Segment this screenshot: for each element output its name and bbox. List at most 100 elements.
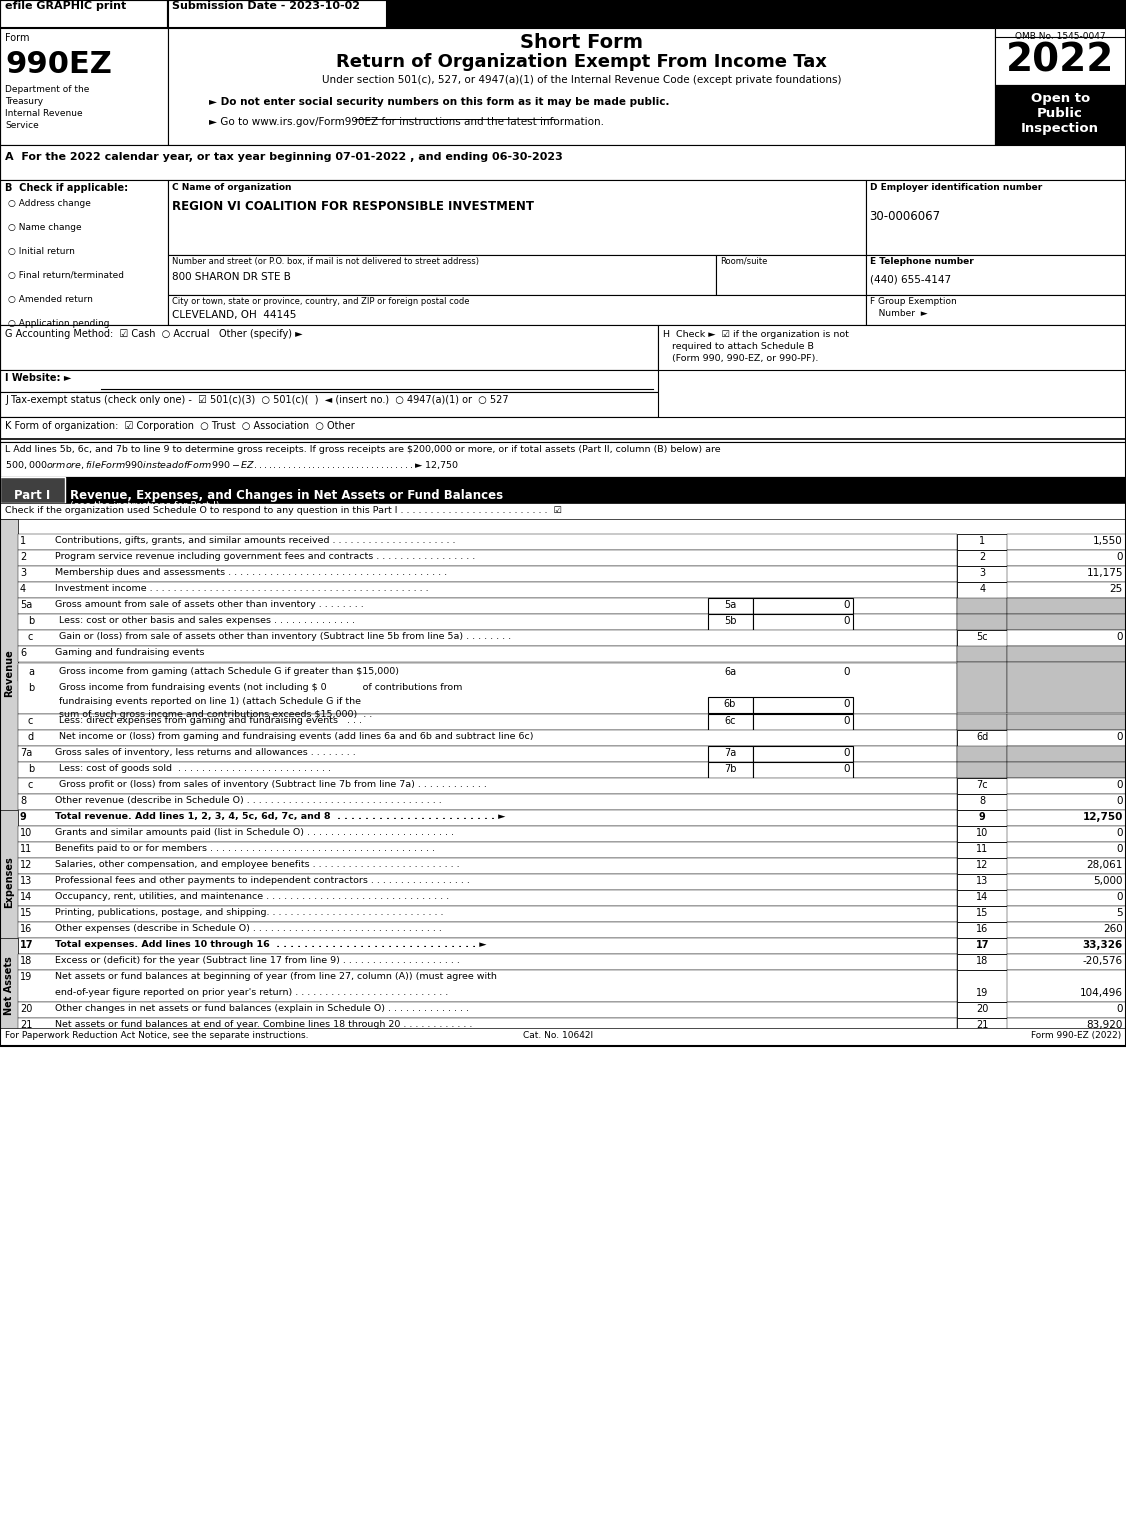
- Bar: [1007, 859, 1126, 874]
- Text: 0: 0: [843, 747, 850, 758]
- Bar: [18, 730, 957, 746]
- Text: Net assets or fund balances at beginning of year (from line 27, column (A)) (mus: Net assets or fund balances at beginning…: [55, 971, 497, 981]
- Text: ○ Initial return: ○ Initial return: [8, 247, 75, 256]
- Text: 5,000: 5,000: [1094, 875, 1123, 886]
- Bar: [753, 665, 852, 682]
- Bar: [1007, 730, 1126, 746]
- Text: 18: 18: [977, 956, 989, 965]
- Bar: [18, 906, 957, 923]
- Bar: [957, 859, 1007, 874]
- Text: 0: 0: [843, 717, 850, 726]
- Bar: [957, 615, 1007, 630]
- Bar: [1007, 1002, 1126, 1019]
- Bar: [753, 697, 852, 714]
- Text: 16: 16: [20, 924, 33, 933]
- Bar: [18, 923, 957, 938]
- Text: 6d: 6d: [977, 732, 989, 743]
- Text: 17: 17: [20, 939, 34, 950]
- Bar: [18, 874, 957, 891]
- Bar: [1007, 827, 1126, 842]
- Text: (Form 990, 990-EZ, or 990-PF).: (Form 990, 990-EZ, or 990-PF).: [663, 354, 819, 363]
- Bar: [0, 477, 64, 503]
- Bar: [957, 778, 1007, 795]
- Text: ○ Address change: ○ Address change: [8, 198, 90, 207]
- Text: REGION VI COALITION FOR RESPONSIBLE INVESTMENT: REGION VI COALITION FOR RESPONSIBLE INVE…: [172, 200, 534, 214]
- Text: 0: 0: [843, 616, 850, 625]
- Text: c: c: [28, 779, 33, 790]
- Bar: [957, 534, 1007, 551]
- Text: 25: 25: [1110, 584, 1123, 595]
- Bar: [1007, 970, 1126, 1002]
- Text: 30-0006067: 30-0006067: [869, 210, 940, 223]
- Text: Part I: Part I: [14, 490, 50, 502]
- Text: efile GRAPHIC print: efile GRAPHIC print: [5, 2, 126, 11]
- Text: Gain or (loss) from sale of assets other than inventory (Subtract line 5b from l: Gain or (loss) from sale of assets other…: [59, 631, 511, 640]
- Bar: [1007, 938, 1126, 955]
- Text: 28,061: 28,061: [1086, 860, 1123, 869]
- Text: Form: Form: [5, 34, 29, 43]
- Bar: [18, 955, 957, 970]
- Text: end-of-year figure reported on prior year's return) . . . . . . . . . . . . . . : end-of-year figure reported on prior yea…: [55, 988, 448, 997]
- Text: required to attach Schedule B: required to attach Schedule B: [663, 342, 814, 351]
- Text: Submission Date - 2023-10-02: Submission Date - 2023-10-02: [172, 2, 359, 11]
- Text: 9: 9: [979, 811, 986, 822]
- Bar: [0, 477, 1126, 503]
- Bar: [18, 1002, 957, 1019]
- Text: Gross income from fundraising events (not including $ 0            of contributi: Gross income from fundraising events (no…: [59, 683, 462, 692]
- Bar: [957, 891, 1007, 906]
- Bar: [957, 906, 1007, 923]
- Bar: [18, 746, 957, 762]
- Text: 0: 0: [843, 698, 850, 709]
- Bar: [0, 180, 167, 325]
- Text: 10: 10: [20, 828, 33, 839]
- Text: H  Check ►  ☑ if the organization is not: H Check ► ☑ if the organization is not: [663, 329, 849, 339]
- Bar: [866, 180, 1126, 255]
- Bar: [1007, 778, 1126, 795]
- Bar: [0, 938, 18, 1034]
- Text: 19: 19: [20, 971, 33, 982]
- Text: For Paperwork Reduction Act Notice, see the separate instructions.: For Paperwork Reduction Act Notice, see …: [5, 1031, 308, 1040]
- Bar: [0, 325, 658, 371]
- Bar: [18, 938, 957, 955]
- Text: 11,175: 11,175: [1086, 567, 1123, 578]
- Bar: [18, 859, 957, 874]
- Text: b: b: [28, 683, 34, 692]
- Text: Net income or (loss) from gaming and fundraising events (add lines 6a and 6b and: Net income or (loss) from gaming and fun…: [59, 732, 533, 741]
- Text: 15: 15: [977, 907, 989, 918]
- Text: 21: 21: [977, 1020, 989, 1029]
- Text: 0: 0: [843, 599, 850, 610]
- Text: Net Assets: Net Assets: [5, 956, 14, 1016]
- Text: Internal Revenue: Internal Revenue: [5, 108, 82, 117]
- Text: 0: 0: [843, 764, 850, 775]
- Bar: [0, 1028, 1126, 1046]
- Bar: [1007, 598, 1126, 615]
- Text: fundraising events reported on line 1) (attach Schedule G if the: fundraising events reported on line 1) (…: [59, 697, 361, 706]
- Bar: [18, 647, 957, 662]
- Text: 260: 260: [1103, 924, 1123, 933]
- Bar: [1007, 923, 1126, 938]
- Text: d: d: [28, 732, 34, 743]
- Bar: [708, 746, 753, 762]
- Bar: [0, 145, 1126, 180]
- Text: 0: 0: [1117, 552, 1123, 563]
- Bar: [0, 503, 1126, 518]
- Text: 0: 0: [1117, 796, 1123, 807]
- Text: Total revenue. Add lines 1, 2, 3, 4, 5c, 6d, 7c, and 8  . . . . . . . . . . . . : Total revenue. Add lines 1, 2, 3, 4, 5c,…: [55, 811, 505, 820]
- Bar: [1007, 714, 1126, 730]
- Text: 4: 4: [20, 584, 26, 595]
- Text: B  Check if applicable:: B Check if applicable:: [5, 183, 128, 194]
- Bar: [957, 938, 1007, 955]
- Bar: [957, 551, 1007, 566]
- Text: 6b: 6b: [724, 698, 736, 709]
- Text: (440) 655-4147: (440) 655-4147: [869, 274, 951, 285]
- Bar: [0, 392, 658, 416]
- Text: Revenue: Revenue: [5, 650, 14, 697]
- Text: Gross amount from sale of assets other than inventory . . . . . . . .: Gross amount from sale of assets other t…: [55, 599, 364, 608]
- Text: 0: 0: [1117, 732, 1123, 743]
- Text: J Tax-exempt status (check only one) -  ☑ 501(c)(3)  ○ 501(c)(  )  ◄ (insert no.: J Tax-exempt status (check only one) - ☑…: [5, 395, 508, 406]
- Text: Net assets or fund balances at end of year. Combine lines 18 through 20 . . . . : Net assets or fund balances at end of ye…: [55, 1020, 472, 1029]
- Text: 1,550: 1,550: [1093, 535, 1123, 546]
- Text: 12: 12: [20, 860, 33, 869]
- Text: 11: 11: [20, 843, 33, 854]
- Bar: [1007, 630, 1126, 647]
